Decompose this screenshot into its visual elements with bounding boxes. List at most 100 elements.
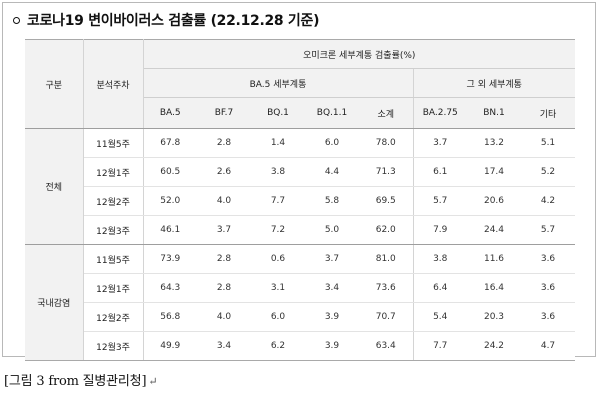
value-cell: 3.9 bbox=[305, 302, 359, 332]
value-cell: 13.2 bbox=[467, 128, 521, 158]
value-cell: 3.6 bbox=[521, 302, 576, 332]
value-cell: 67.8 bbox=[143, 128, 197, 158]
value-cell: 4.7 bbox=[521, 331, 576, 361]
value-cell: 3.7 bbox=[197, 215, 251, 245]
header-other-lineages: 그 외 세부계통 bbox=[413, 68, 576, 98]
value-cell: 62.0 bbox=[359, 215, 414, 245]
column-header: BF.7 bbox=[197, 97, 251, 129]
row-group-label: 국내감염 bbox=[25, 244, 84, 361]
column-header: BA.5 bbox=[143, 97, 197, 129]
value-cell: 4.0 bbox=[197, 302, 251, 332]
value-cell: 5.4 bbox=[413, 302, 467, 332]
value-cell: 3.4 bbox=[305, 273, 359, 303]
value-cell: 71.3 bbox=[359, 157, 414, 187]
value-cell: 3.6 bbox=[521, 244, 576, 274]
title-row: 코로나19 변이바이러스 검출률 (22.12.28 기준) bbox=[13, 9, 319, 31]
value-cell: 20.6 bbox=[467, 186, 521, 216]
value-cell: 1.4 bbox=[251, 128, 305, 158]
value-cell: 69.5 bbox=[359, 186, 414, 216]
value-cell: 81.0 bbox=[359, 244, 414, 274]
week-cell: 12월3주 bbox=[83, 331, 144, 361]
value-cell: 3.1 bbox=[251, 273, 305, 303]
table-row: 12월2주 52.0 4.0 7.7 5.8 69.5 5.7 20.6 4.2 bbox=[25, 186, 576, 216]
value-cell: 20.3 bbox=[467, 302, 521, 332]
value-cell: 6.4 bbox=[413, 273, 467, 303]
value-cell: 16.4 bbox=[467, 273, 521, 303]
week-cell: 12월1주 bbox=[83, 273, 144, 303]
value-cell: 11.6 bbox=[467, 244, 521, 274]
week-cell: 12월3주 bbox=[83, 215, 144, 245]
caption-text: [그림 3 from 질병관리청] bbox=[4, 374, 147, 389]
week-cell: 11월5주 bbox=[83, 244, 144, 274]
week-cell: 12월1주 bbox=[83, 157, 144, 187]
value-cell: 2.8 bbox=[197, 244, 251, 274]
week-cell: 11월5주 bbox=[83, 128, 144, 158]
value-cell: 3.7 bbox=[413, 128, 467, 158]
value-cell: 6.0 bbox=[251, 302, 305, 332]
value-cell: 0.6 bbox=[251, 244, 305, 274]
value-cell: 73.6 bbox=[359, 273, 414, 303]
week-cell: 12월2주 bbox=[83, 186, 144, 216]
column-header: BQ.1.1 bbox=[305, 97, 359, 129]
value-cell: 4.4 bbox=[305, 157, 359, 187]
value-cell: 4.0 bbox=[197, 186, 251, 216]
value-cell: 5.8 bbox=[305, 186, 359, 216]
value-cell: 3.8 bbox=[413, 244, 467, 274]
value-cell: 2.8 bbox=[197, 128, 251, 158]
table-row: 12월1주 60.5 2.6 3.8 4.4 71.3 6.1 17.4 5.2 bbox=[25, 157, 576, 187]
value-cell: 70.7 bbox=[359, 302, 414, 332]
value-cell: 49.9 bbox=[143, 331, 197, 361]
table-row: 12월2주 56.8 4.0 6.0 3.9 70.7 5.4 20.3 3.6 bbox=[25, 302, 576, 332]
figure-frame: 코로나19 변이바이러스 검출률 (22.12.28 기준) 구분 분석주차 오… bbox=[2, 2, 596, 361]
value-cell: 52.0 bbox=[143, 186, 197, 216]
value-cell: 7.7 bbox=[413, 331, 467, 361]
value-cell: 2.8 bbox=[197, 273, 251, 303]
value-cell: 78.0 bbox=[359, 128, 414, 158]
value-cell: 3.7 bbox=[305, 244, 359, 274]
figure-caption: [그림 3 from 질병관리청] ↵ bbox=[4, 370, 158, 389]
value-cell: 3.9 bbox=[305, 331, 359, 361]
table-row: 12월3주 46.1 3.7 7.2 5.0 62.0 7.9 24.4 5.7 bbox=[25, 215, 576, 245]
row-group-label: 전체 bbox=[25, 128, 84, 245]
value-cell: 24.4 bbox=[467, 215, 521, 245]
table-row: 국내감염 11월5주 73.9 2.8 0.6 3.7 81.0 3.8 11.6 3.6 bbox=[25, 244, 576, 361]
circle-bullet-icon bbox=[13, 16, 20, 24]
value-cell: 5.1 bbox=[521, 128, 576, 158]
value-cell: 6.2 bbox=[251, 331, 305, 361]
value-cell: 3.8 bbox=[251, 157, 305, 187]
value-cell: 5.7 bbox=[413, 186, 467, 216]
table-row: 전체 11월5주 67.8 2.8 1.4 6.0 78.0 3.7 13.2 5.1 bbox=[25, 128, 576, 245]
value-cell: 5.0 bbox=[305, 215, 359, 245]
value-cell: 5.7 bbox=[521, 215, 576, 245]
header-week: 분석주차 bbox=[83, 39, 144, 129]
value-cell: 46.1 bbox=[143, 215, 197, 245]
figure-title: 코로나19 변이바이러스 검출률 (22.12.28 기준) bbox=[27, 13, 320, 29]
value-cell: 24.2 bbox=[467, 331, 521, 361]
value-cell: 3.4 bbox=[197, 331, 251, 361]
value-cell: 73.9 bbox=[143, 244, 197, 274]
table-body: 전체 11월5주 67.8 2.8 1.4 6.0 78.0 3.7 13.2 5.1 12월1주 6… bbox=[25, 128, 576, 361]
value-cell: 64.3 bbox=[143, 273, 197, 303]
value-cell: 6.0 bbox=[305, 128, 359, 158]
value-cell: 3.6 bbox=[521, 273, 576, 303]
week-cell: 12월2주 bbox=[83, 302, 144, 332]
value-cell: 7.7 bbox=[251, 186, 305, 216]
header-omicron-rates: 오미크론 세부계통 검출률(%) bbox=[143, 39, 576, 69]
header-group: 구분 bbox=[25, 39, 84, 129]
value-cell: 56.8 bbox=[143, 302, 197, 332]
column-header: 소계 bbox=[359, 97, 414, 129]
column-header: BQ.1 bbox=[251, 97, 305, 129]
value-cell: 6.1 bbox=[413, 157, 467, 187]
value-cell: 4.2 bbox=[521, 186, 576, 216]
value-cell: 7.9 bbox=[413, 215, 467, 245]
column-header: 기타 bbox=[521, 97, 576, 129]
variant-detection-table: 구분 분석주차 오미크론 세부계통 검출률(%) BA.5 세부계통 그 외 세… bbox=[25, 39, 576, 361]
value-cell: 2.6 bbox=[197, 157, 251, 187]
table-row: 12월3주 49.9 3.4 6.2 3.9 63.4 7.7 24.2 4.7 bbox=[25, 331, 576, 361]
value-cell: 7.2 bbox=[251, 215, 305, 245]
value-cell: 5.2 bbox=[521, 157, 576, 187]
header-ba5-lineages: BA.5 세부계통 bbox=[143, 68, 414, 98]
value-cell: 17.4 bbox=[467, 157, 521, 187]
column-header: BA.2.75 bbox=[413, 97, 467, 129]
value-cell: 60.5 bbox=[143, 157, 197, 187]
